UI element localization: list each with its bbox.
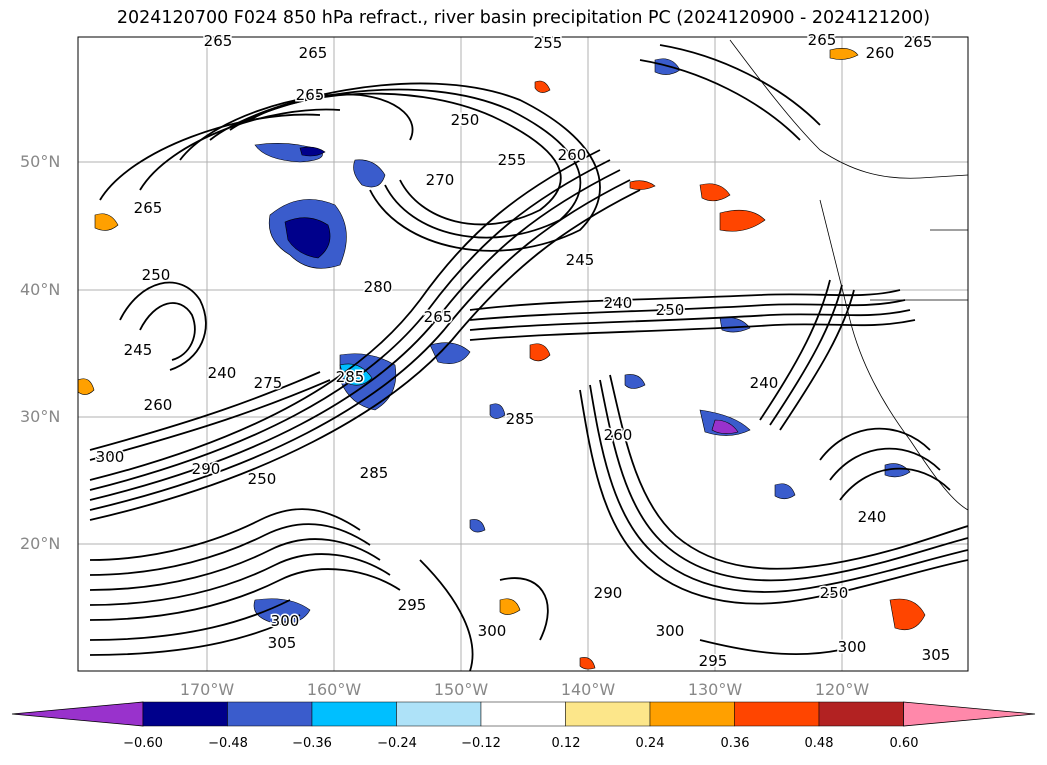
lon-label-120w: 120°W	[814, 680, 870, 699]
map-canvas: 265 265 255 265 260 265 265 250 255 260 270 265 250 2…	[77, 30, 969, 672]
colorbar-segment	[227, 701, 313, 727]
contour-label: 300	[271, 612, 300, 630]
contour-label: 290	[192, 460, 221, 478]
colorbar-tick: 0.60	[889, 736, 919, 751]
contour-label: 265	[299, 44, 328, 62]
colorbar-segment	[818, 701, 904, 727]
colorbar-tick: −0.48	[208, 736, 248, 751]
contour-label: 265	[134, 199, 163, 217]
lon-label-160w: 160°W	[306, 680, 362, 699]
lon-label-150w: 150°W	[433, 680, 489, 699]
contour-label: 240	[604, 294, 633, 312]
lat-label-40n: 40°N	[20, 280, 61, 299]
contour-label: 260	[558, 146, 587, 164]
contour-label: 305	[268, 634, 297, 652]
contour-label: 245	[124, 341, 153, 359]
contour-label: 285	[360, 464, 389, 482]
colorbar-tick: −0.36	[292, 736, 332, 751]
lat-label-30n: 30°N	[20, 407, 61, 426]
colorbar-segment	[565, 701, 651, 727]
contour-label: 300	[656, 622, 685, 640]
lat-label-20n: 20°N	[20, 534, 61, 553]
contour-label-layer: 265 265 255 265 260 265 265 250 255 260 270 265 250 2…	[94, 30, 952, 672]
coastline	[729, 39, 968, 511]
contour-label: 275	[254, 374, 283, 392]
colorbar-segment	[396, 701, 482, 727]
contour-label: 285	[336, 368, 365, 386]
lat-label-50n: 50°N	[20, 152, 61, 171]
lon-label-130w: 130°W	[687, 680, 743, 699]
colorbar-tick: 0.48	[804, 736, 834, 751]
contour-label: 305	[922, 646, 951, 664]
refractivity-contours	[89, 44, 968, 671]
contour-label: 250	[820, 584, 849, 602]
contour-label: 265	[808, 31, 837, 49]
contour-label: 250	[656, 301, 685, 319]
colorbar-segment	[311, 701, 397, 727]
contour-label: 300	[838, 638, 867, 656]
contour-label: 295	[699, 652, 728, 670]
contour-label: 260	[144, 396, 173, 414]
contour-label: 270	[426, 171, 455, 189]
contour-label: 240	[208, 364, 237, 382]
contour-label: 285	[506, 410, 535, 428]
contour-label: 240	[750, 374, 779, 392]
colorbar-segment	[734, 701, 820, 727]
contour-label: 265	[204, 32, 233, 50]
page-title: 2024120700 F024 850 hPa refract., river …	[116, 8, 931, 28]
contour-label: 280	[364, 278, 393, 296]
contour-label: 255	[534, 34, 563, 52]
contour-label: 300	[478, 622, 507, 640]
contour-label: 295	[398, 596, 427, 614]
colorbar-segment	[649, 701, 735, 727]
contour-label: 245	[566, 251, 595, 269]
colorbar-tick: 0.36	[720, 736, 750, 751]
contour-label: 260	[604, 426, 633, 444]
contour-label: 300	[96, 448, 125, 466]
contour-label: 290	[594, 584, 623, 602]
colorbar-arrow-left	[11, 701, 144, 727]
contour-label: 265	[424, 308, 453, 326]
lon-label-140w: 140°W	[560, 680, 616, 699]
contour-label: 265	[296, 86, 325, 104]
contour-label: 260	[866, 44, 895, 62]
colorbar-tick: −0.24	[377, 736, 417, 751]
contour-label: 250	[142, 266, 171, 284]
colorbar-tick: 0.24	[635, 736, 665, 751]
lon-label-170w: 170°W	[179, 680, 235, 699]
colorbar-segment	[480, 701, 566, 727]
colorbar-segment	[142, 701, 228, 727]
colorbar-tick: 0.12	[551, 736, 581, 751]
contour-label: 255	[498, 151, 527, 169]
colorbar-arrow-right	[903, 701, 1036, 727]
contour-label: 250	[248, 470, 277, 488]
contour-label: 265	[904, 33, 933, 51]
contour-label: 240	[858, 508, 887, 526]
contour-label: 250	[451, 111, 480, 129]
colorbar-tick: −0.12	[461, 736, 501, 751]
colorbar-tick: −0.60	[123, 736, 163, 751]
colorbar	[11, 701, 1036, 727]
